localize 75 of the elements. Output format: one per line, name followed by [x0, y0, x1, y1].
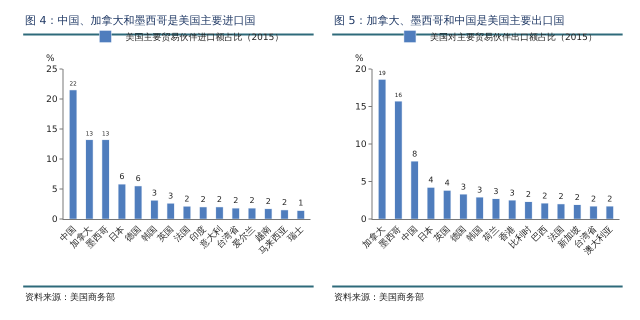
- data-label: 2: [249, 196, 255, 206]
- y-tick-label: 10: [355, 140, 367, 150]
- data-label: 1: [298, 198, 304, 208]
- y-axis-title: %: [46, 54, 55, 64]
- bar: [557, 204, 565, 219]
- data-label: 8: [412, 149, 418, 158]
- y-tick-label: 5: [52, 185, 58, 196]
- bar: [606, 206, 614, 219]
- bar: [118, 184, 126, 219]
- y-tick-label: 25: [46, 65, 58, 76]
- y-tick-label: 20: [355, 65, 367, 76]
- bar: [426, 187, 435, 219]
- y-tick-label: 20: [46, 95, 58, 106]
- data-label: 2: [233, 196, 238, 206]
- data-label: 3: [168, 191, 174, 200]
- data-label: 2: [590, 194, 596, 204]
- data-label: 3: [510, 188, 515, 198]
- text: 资料来源：美国商务部: [334, 292, 424, 303]
- bar: [590, 206, 598, 219]
- data-label: 2: [607, 194, 612, 204]
- bar: [540, 203, 549, 219]
- bar: [183, 206, 191, 219]
- y-tick-label: 15: [46, 125, 58, 136]
- data-label: 3: [460, 182, 466, 192]
- bar: [248, 208, 256, 219]
- data-label: 3: [493, 186, 498, 196]
- bar: [216, 206, 224, 219]
- y-tick-label: 5: [360, 178, 367, 188]
- data-label: 2: [216, 195, 222, 204]
- chart-title: 图 5：加拿大、墨西哥和中国是美国主要出口国: [334, 14, 564, 27]
- data-label: 6: [119, 172, 124, 182]
- data-label: 2: [184, 194, 190, 204]
- data-label: 2: [558, 192, 564, 201]
- y-tick-label: 15: [355, 102, 367, 113]
- bar: [264, 208, 272, 219]
- data-label: 2: [282, 198, 288, 207]
- bar: [166, 203, 175, 219]
- data-label: 4: [428, 176, 434, 184]
- bar: [492, 198, 500, 219]
- bar: [150, 200, 158, 219]
- bar: [280, 210, 288, 219]
- text: 资料来源：美国商务部: [25, 292, 115, 303]
- data-label: 2: [542, 191, 548, 200]
- data-label: 2: [266, 196, 271, 206]
- bar: [102, 140, 110, 219]
- bar: [69, 90, 78, 219]
- x-tick-label: 瑞士: [286, 224, 306, 244]
- data-label: 2: [526, 190, 532, 199]
- bar: [394, 101, 402, 219]
- bar: [410, 161, 419, 219]
- data-label: 3: [152, 188, 157, 198]
- y-axis-title: %: [355, 54, 364, 64]
- legend-label: 美国对主要贸易伙伴出口额占比（2015）: [430, 32, 597, 44]
- legend-label: 美国主要贸易伙伴进口额占比（2015）: [125, 32, 284, 44]
- bar: [476, 197, 484, 219]
- chart-title: 图 4：中国、加拿大和墨西哥是美国主要进口国: [25, 14, 256, 27]
- data-label: 6: [136, 174, 141, 183]
- bar: [460, 194, 468, 219]
- data-label: 4: [444, 178, 450, 188]
- y-tick-label: 0: [52, 215, 58, 226]
- bar: [232, 208, 240, 219]
- data-label: 2: [200, 195, 206, 204]
- y-tick-label: 0: [360, 215, 367, 226]
- bar: [296, 210, 305, 219]
- data-label: 3: [477, 185, 482, 194]
- bar: [85, 140, 94, 219]
- bar: [134, 186, 142, 219]
- bar: [573, 204, 582, 219]
- bar: [508, 200, 516, 219]
- bar: [443, 190, 452, 219]
- data-label: 2: [574, 192, 580, 202]
- bar: [199, 206, 208, 219]
- bar: [524, 202, 532, 219]
- bar: [378, 79, 386, 219]
- y-tick-label: 10: [46, 155, 58, 166]
